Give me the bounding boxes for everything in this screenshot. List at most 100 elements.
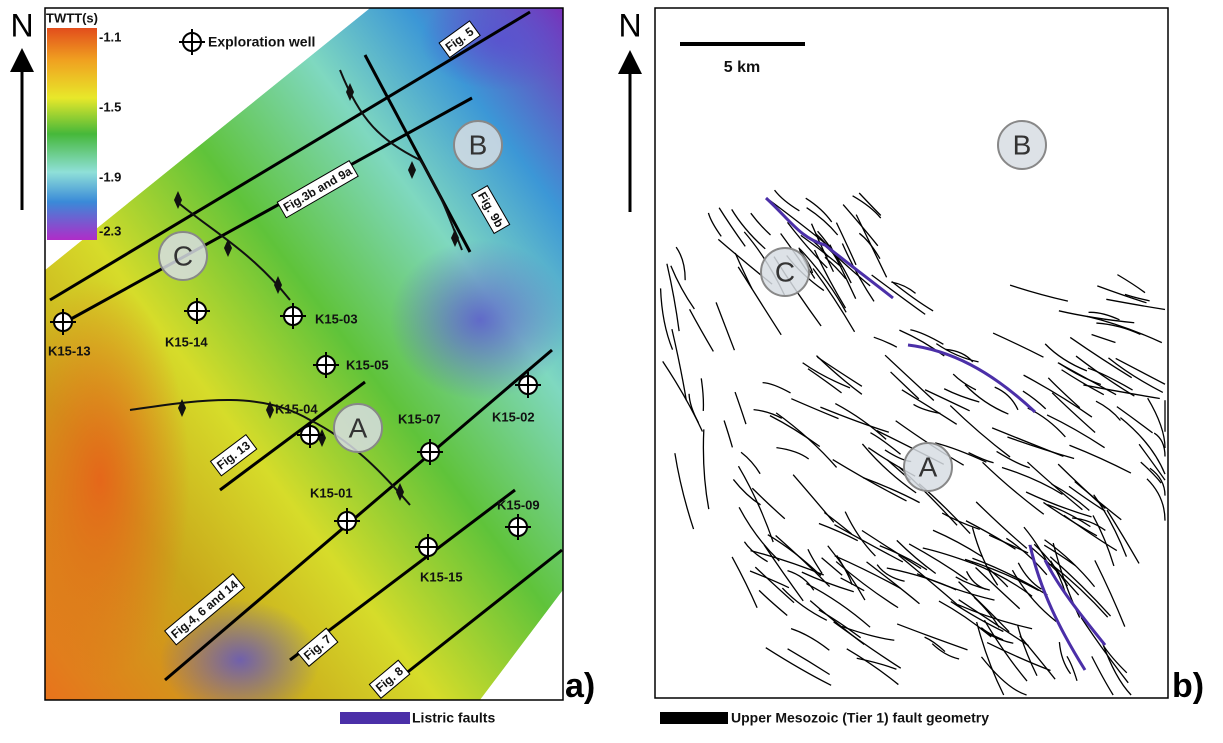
- fault-trace: [902, 390, 957, 424]
- colorbar: [47, 28, 97, 240]
- panel-label: b): [1172, 667, 1204, 705]
- fault-trace: [1010, 285, 1068, 301]
- colorbar-tick-label: -1.1: [99, 29, 121, 44]
- fault-trace: [910, 330, 943, 345]
- legend-label: Exploration well: [208, 34, 315, 50]
- fault-trace: [1141, 462, 1161, 483]
- fault-trace: [1012, 570, 1056, 621]
- fault-trace: [690, 309, 714, 351]
- north-label: N: [10, 7, 33, 43]
- fault-trace: [859, 233, 880, 258]
- fault-trace: [735, 253, 752, 289]
- fault-trace: [802, 572, 854, 592]
- fault-trace: [981, 657, 1026, 695]
- fault-trace: [1027, 462, 1082, 510]
- figure: TWTT(s) -1.1-1.5-1.9-2.3Fig. 5Fig.3b and…: [0, 0, 1223, 738]
- zone-label: A: [919, 451, 938, 482]
- fault-trace: [759, 590, 787, 615]
- fault-trace: [1070, 337, 1131, 377]
- fault-trace: [672, 329, 686, 400]
- legend-label: Upper Mesozoic (Tier 1) fault geometry: [731, 710, 989, 726]
- fault-trace: [899, 555, 962, 608]
- fault-trace: [1002, 467, 1063, 494]
- fault-trace: [1062, 370, 1104, 395]
- fault-trace: [897, 624, 967, 650]
- fault-trace: [776, 413, 836, 468]
- fault-trace: [819, 524, 858, 541]
- fault-trace: [791, 629, 829, 651]
- fault-trace: [1047, 415, 1105, 448]
- fault-trace: [701, 378, 703, 411]
- fault-trace: [966, 521, 1016, 549]
- fault-trace: [997, 451, 1030, 467]
- fault-trace: [676, 247, 685, 280]
- well-label: K15-09: [497, 497, 540, 512]
- fault-trace: [1059, 642, 1070, 674]
- well-label: K15-03: [315, 311, 358, 326]
- zone-label: C: [775, 256, 795, 287]
- fault-trace: [1023, 391, 1046, 409]
- fault-trace: [810, 601, 864, 645]
- fault-trace: [1020, 636, 1055, 679]
- fault-trace: [1148, 398, 1165, 448]
- fault-trace: [788, 649, 830, 675]
- fault-trace: [803, 363, 850, 388]
- fault-trace: [735, 392, 746, 424]
- fault-trace: [675, 453, 694, 529]
- well-label: K15-04: [275, 401, 318, 416]
- zone-label: B: [1013, 129, 1032, 160]
- fault-trace: [782, 588, 826, 620]
- zone-label: C: [173, 240, 193, 271]
- fault-trace: [891, 372, 919, 399]
- fault-trace: [770, 200, 829, 246]
- fault-trace: [867, 562, 920, 604]
- fault-trace: [1069, 445, 1130, 473]
- zone-label: A: [349, 412, 368, 443]
- north-arrow: [618, 50, 642, 212]
- fault-trace: [925, 637, 945, 651]
- fault-trace: [1103, 646, 1126, 673]
- fault-trace: [775, 190, 800, 211]
- fault-trace: [874, 337, 897, 347]
- fault-trace: [808, 369, 842, 393]
- fault-trace: [741, 452, 760, 474]
- well-label: K15-05: [346, 357, 389, 372]
- fault-trace: [1108, 358, 1162, 393]
- fault-trace: [953, 374, 976, 390]
- zone-label: B: [469, 129, 488, 160]
- well-label: K15-14: [165, 334, 208, 349]
- fault-trace: [1083, 385, 1159, 399]
- fault-trace: [995, 387, 1018, 410]
- fault-trace: [776, 448, 808, 459]
- fault-trace: [1107, 510, 1139, 563]
- legend-label: Listric faults: [412, 710, 495, 726]
- fault-trace: [1096, 401, 1120, 420]
- fault-trace: [820, 407, 888, 432]
- fault-trace: [719, 208, 745, 247]
- fault-trace: [791, 399, 838, 419]
- fault-trace: [1106, 299, 1165, 309]
- fault-trace: [1047, 505, 1090, 527]
- fault-trace: [788, 571, 814, 591]
- fault-trace: [661, 288, 673, 349]
- fault-trace: [859, 193, 881, 215]
- fault-trace: [667, 264, 679, 331]
- fault-trace: [732, 209, 766, 248]
- fault-trace: [1051, 564, 1108, 617]
- fault-trace: [708, 213, 721, 236]
- fault-trace: [944, 389, 979, 402]
- fault-trace: [1018, 625, 1037, 676]
- fault-trace: [755, 567, 794, 603]
- listric-swatch: [340, 712, 410, 724]
- fault-trace: [1117, 275, 1145, 293]
- fault-trace: [862, 530, 921, 568]
- fault-trace: [1067, 656, 1077, 680]
- colorbar-tick-label: -1.5: [99, 99, 121, 114]
- tier1-swatch: [660, 712, 728, 724]
- scale-label: 5 km: [724, 59, 760, 76]
- fault-trace: [1095, 560, 1125, 626]
- north-arrow: [10, 48, 34, 210]
- fault-trace: [835, 404, 886, 440]
- fault-trace: [703, 429, 708, 509]
- colorbar-tick-label: -1.9: [99, 169, 121, 184]
